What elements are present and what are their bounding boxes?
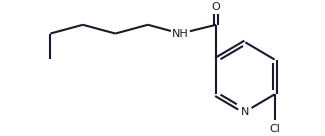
Text: N: N: [241, 106, 250, 117]
Text: NH: NH: [172, 29, 189, 38]
Text: Cl: Cl: [269, 124, 280, 134]
Text: O: O: [212, 2, 220, 12]
